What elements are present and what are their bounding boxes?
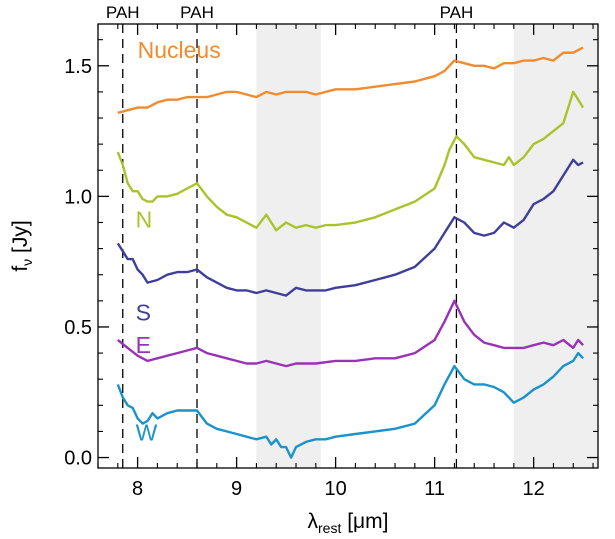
pah-line-group: PAH PAH PAH (106, 3, 473, 468)
x-tick-label: 12 (523, 478, 545, 500)
series-line-s (116, 158, 584, 297)
x-axis-subscript: rest (318, 520, 341, 536)
tick-labels: 8 9 10 11 12 0.0 0.5 1.0 1.5 (64, 56, 545, 500)
x-tick-label: 8 (132, 478, 143, 500)
y-axis-subscript: ν (19, 259, 35, 266)
series-label-e: E (136, 332, 151, 358)
series-lines (116, 46, 585, 459)
pah-label-2: PAH (180, 3, 214, 22)
series-label-nucleus: Nucleus (138, 37, 221, 63)
x-axis-unit: [μm] (341, 510, 388, 533)
pah-label-3: PAH (440, 3, 474, 22)
series-line-w (116, 351, 584, 459)
shaded-region-2 (513, 24, 598, 468)
series-label-n: N (136, 207, 153, 233)
y-tick-label: 1.5 (64, 56, 92, 78)
series-line-n (116, 90, 585, 232)
y-tick-label: 0.0 (64, 448, 92, 470)
series-line-nucleus (117, 46, 584, 114)
y-tick-label: 1.0 (64, 186, 92, 208)
y-axis-symbol: f (9, 266, 32, 272)
shaded-region-1 (256, 24, 321, 468)
shaded-regions (256, 24, 598, 468)
y-axis-unit: [Jy] (9, 220, 32, 259)
x-tick-label: 10 (324, 478, 346, 500)
pah-label-1: PAH (106, 3, 140, 22)
x-tick-label: 9 (231, 478, 242, 500)
axis-ticks (97, 24, 598, 468)
y-axis-title: fν [Jy] (9, 220, 35, 271)
series-line-e (117, 299, 584, 368)
x-axis-title: λrest [μm] (308, 510, 389, 536)
y-tick-label: 0.5 (64, 317, 92, 339)
series-labels: Nucleus N SE W (136, 37, 221, 446)
series-label-s: S (136, 299, 151, 325)
x-tick-label: 11 (424, 478, 445, 500)
series-label-w: W (136, 420, 158, 446)
plot-frame (97, 23, 599, 469)
x-axis-symbol: λ (308, 510, 319, 533)
